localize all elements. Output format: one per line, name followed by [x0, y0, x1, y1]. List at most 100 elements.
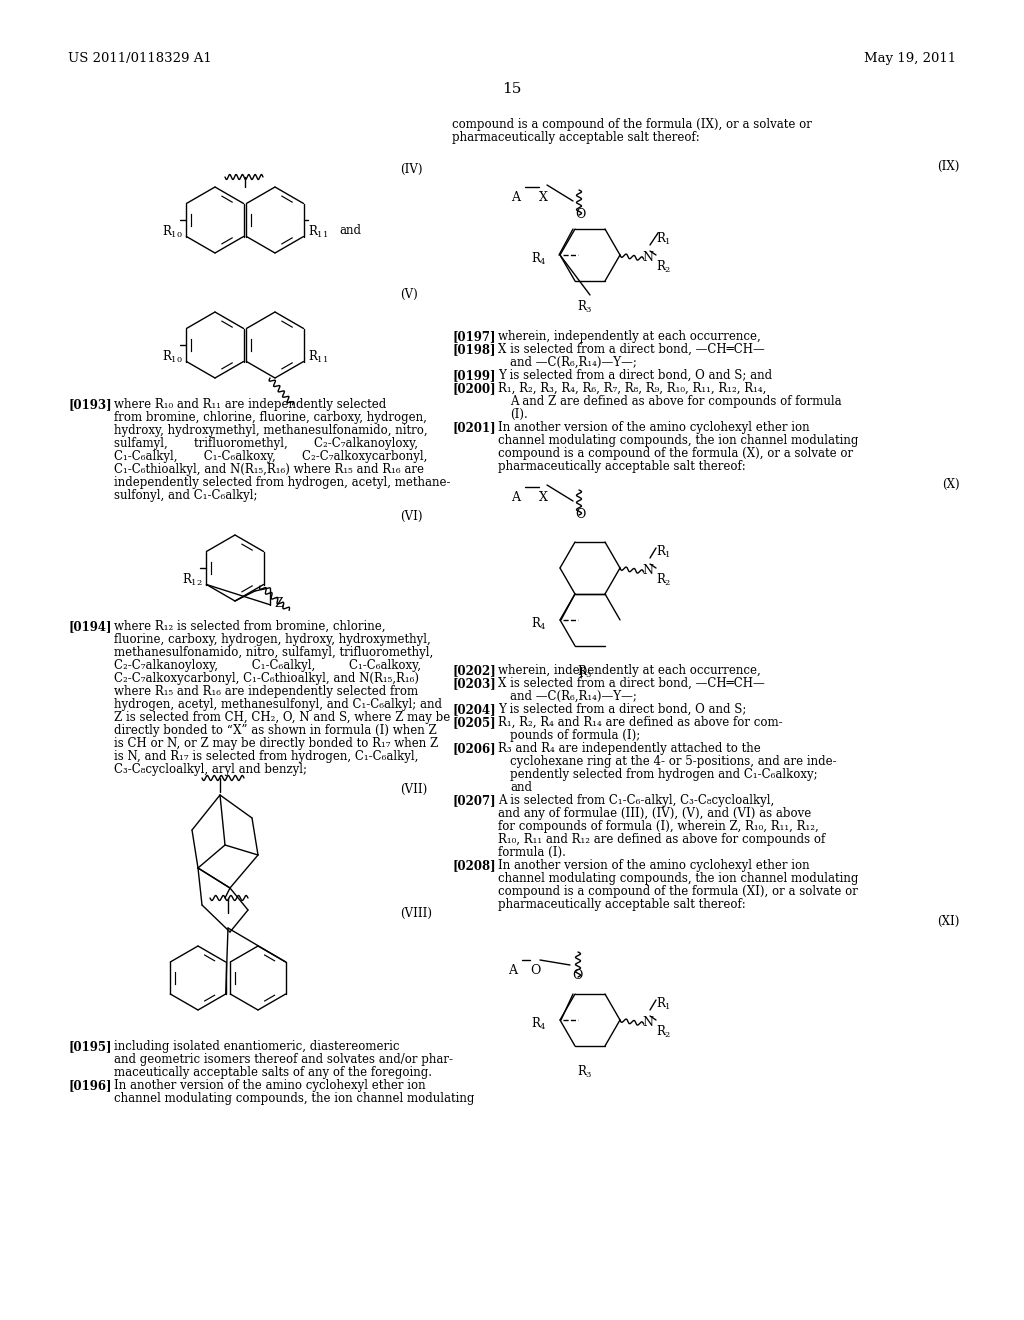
Text: pendently selected from hydrogen and C₁-C₆alkoxy;: pendently selected from hydrogen and C₁-… — [510, 768, 817, 781]
Text: formula (I).: formula (I). — [498, 846, 566, 859]
Text: $\mathregular{R_2}$: $\mathregular{R_2}$ — [656, 259, 672, 275]
Text: X: X — [539, 191, 548, 205]
Text: A and Z are defined as above for compounds of formula: A and Z are defined as above for compoun… — [510, 395, 842, 408]
Text: $\mathregular{R_{10}}$: $\mathregular{R_{10}}$ — [162, 348, 182, 366]
Text: and: and — [340, 224, 361, 238]
Text: C₃-C₈cycloalkyl, aryl and benzyl;: C₃-C₈cycloalkyl, aryl and benzyl; — [114, 763, 307, 776]
Text: fluorine, carboxy, hydrogen, hydroxy, hydroxymethyl,: fluorine, carboxy, hydrogen, hydroxy, hy… — [114, 634, 431, 645]
Text: where R₁₂ is selected from bromine, chlorine,: where R₁₂ is selected from bromine, chlo… — [114, 620, 385, 634]
Text: $\mathregular{R_3}$: $\mathregular{R_3}$ — [578, 300, 593, 315]
Text: $\mathregular{R_1}$: $\mathregular{R_1}$ — [656, 231, 671, 247]
Text: Z is selected from CH, CH₂, O, N and S, where Z may be: Z is selected from CH, CH₂, O, N and S, … — [114, 711, 451, 723]
Text: $\mathregular{R_2}$: $\mathregular{R_2}$ — [656, 1024, 672, 1040]
Text: [0195]: [0195] — [68, 1040, 112, 1053]
Text: [0202]: [0202] — [452, 664, 496, 677]
Text: and —C(R₆,R₁₄)—Y—;: and —C(R₆,R₁₄)—Y—; — [510, 690, 637, 704]
Text: Y is selected from a direct bond, O and S; and: Y is selected from a direct bond, O and … — [498, 370, 772, 381]
Text: sulfonyl, and C₁-C₆alkyl;: sulfonyl, and C₁-C₆alkyl; — [114, 488, 257, 502]
Text: In another version of the amino cyclohexyl ether ion: In another version of the amino cyclohex… — [498, 859, 810, 873]
Text: and any of formulae (III), (IV), (V), and (VI) as above: and any of formulae (III), (IV), (V), an… — [498, 807, 811, 820]
Text: [0198]: [0198] — [452, 343, 496, 356]
Text: (I).: (I). — [510, 408, 527, 421]
Text: (V): (V) — [400, 288, 418, 301]
Text: $\mathregular{R_3}$: $\mathregular{R_3}$ — [578, 664, 593, 680]
Text: O: O — [572, 969, 583, 982]
Text: directly bonded to “X” as shown in formula (I) when Z: directly bonded to “X” as shown in formu… — [114, 723, 437, 737]
Text: sulfamyl,       trifluoromethyl,       C₂-C₇alkanoyloxy,: sulfamyl, trifluoromethyl, C₂-C₇alkanoyl… — [114, 437, 418, 450]
Text: channel modulating compounds, the ion channel modulating: channel modulating compounds, the ion ch… — [114, 1092, 474, 1105]
Text: compound is a compound of the formula (X), or a solvate or: compound is a compound of the formula (X… — [498, 447, 853, 459]
Text: US 2011/0118329 A1: US 2011/0118329 A1 — [68, 51, 212, 65]
Text: $\mathregular{R_{10}}$: $\mathregular{R_{10}}$ — [162, 224, 182, 240]
Text: R₁, R₂, R₃, R₄, R₆, R₇, R₈, R₉, R₁₀, R₁₁, R₁₂, R₁₄,: R₁, R₂, R₃, R₄, R₆, R₇, R₈, R₉, R₁₀, R₁₁… — [498, 381, 766, 395]
Text: pharmaceutically acceptable salt thereof:: pharmaceutically acceptable salt thereof… — [498, 898, 745, 911]
Text: hydrogen, acetyl, methanesulfonyl, and C₁-C₆alkyl; and: hydrogen, acetyl, methanesulfonyl, and C… — [114, 698, 442, 711]
Text: [0204]: [0204] — [452, 704, 496, 715]
Text: $\mathregular{R_1}$: $\mathregular{R_1}$ — [656, 997, 671, 1012]
Text: pounds of formula (I);: pounds of formula (I); — [510, 729, 640, 742]
Text: [0203]: [0203] — [452, 677, 496, 690]
Text: 15: 15 — [503, 82, 521, 96]
Text: R₁, R₂, R₄ and R₁₄ are defined as above for com-: R₁, R₂, R₄ and R₁₄ are defined as above … — [498, 715, 782, 729]
Text: from bromine, chlorine, fluorine, carboxy, hydrogen,: from bromine, chlorine, fluorine, carbox… — [114, 411, 427, 424]
Text: and geometric isomers thereof and solvates and/or phar-: and geometric isomers thereof and solvat… — [114, 1053, 453, 1067]
Text: N: N — [642, 564, 653, 577]
Text: Y is selected from a direct bond, O and S;: Y is selected from a direct bond, O and … — [498, 704, 746, 715]
Text: maceutically acceptable salts of any of the foregoing.: maceutically acceptable salts of any of … — [114, 1067, 432, 1078]
Text: C₂-C₇alkanoyloxy,         C₁-C₆alkyl,         C₁-C₆alkoxy,: C₂-C₇alkanoyloxy, C₁-C₆alkyl, C₁-C₆alkox… — [114, 659, 421, 672]
Text: [0197]: [0197] — [452, 330, 496, 343]
Text: R₁₀, R₁₁ and R₁₂ are defined as above for compounds of: R₁₀, R₁₁ and R₁₂ are defined as above fo… — [498, 833, 825, 846]
Text: A: A — [511, 191, 520, 205]
Text: N: N — [642, 1016, 653, 1030]
Text: (VI): (VI) — [400, 510, 423, 523]
Text: for compounds of formula (I), wherein Z, R₁₀, R₁₁, R₁₂,: for compounds of formula (I), wherein Z,… — [498, 820, 819, 833]
Text: (IV): (IV) — [400, 162, 423, 176]
Text: $\mathregular{R_1}$: $\mathregular{R_1}$ — [656, 544, 671, 560]
Text: and: and — [510, 781, 532, 795]
Text: is N, and R₁₇ is selected from hydrogen, C₁-C₆alkyl,: is N, and R₁₇ is selected from hydrogen,… — [114, 750, 419, 763]
Text: (VIII): (VIII) — [400, 907, 432, 920]
Text: pharmaceutically acceptable salt thereof:: pharmaceutically acceptable salt thereof… — [498, 459, 745, 473]
Text: $\mathregular{R_3}$: $\mathregular{R_3}$ — [578, 1064, 593, 1080]
Text: including isolated enantiomeric, diastereomeric: including isolated enantiomeric, diaster… — [114, 1040, 399, 1053]
Text: where R₁₅ and R₁₆ are independently selected from: where R₁₅ and R₁₆ are independently sele… — [114, 685, 418, 698]
Text: [0196]: [0196] — [68, 1078, 112, 1092]
Text: [0201]: [0201] — [452, 421, 496, 434]
Text: C₂-C₇alkoxycarbonyl, C₁-C₆thioalkyl, and N(R₁₅,R₁₆): C₂-C₇alkoxycarbonyl, C₁-C₆thioalkyl, and… — [114, 672, 419, 685]
Text: hydroxy, hydroxymethyl, methanesulfonamido, nitro,: hydroxy, hydroxymethyl, methanesulfonami… — [114, 424, 428, 437]
Text: May 19, 2011: May 19, 2011 — [864, 51, 956, 65]
Text: A is selected from C₁-C₆-alkyl, C₃-C₈cycloalkyl,: A is selected from C₁-C₆-alkyl, C₃-C₈cyc… — [498, 795, 774, 807]
Text: and —C(R₆,R₁₄)—Y—;: and —C(R₆,R₁₄)—Y—; — [510, 356, 637, 370]
Text: pharmaceutically acceptable salt thereof:: pharmaceutically acceptable salt thereof… — [452, 131, 699, 144]
Text: is CH or N, or Z may be directly bonded to R₁₇ when Z: is CH or N, or Z may be directly bonded … — [114, 737, 438, 750]
Text: [0206]: [0206] — [452, 742, 496, 755]
Text: $\mathregular{R_4}$: $\mathregular{R_4}$ — [531, 616, 547, 632]
Text: [0208]: [0208] — [452, 859, 496, 873]
Text: [0193]: [0193] — [68, 399, 112, 411]
Text: wherein, independently at each occurrence,: wherein, independently at each occurrenc… — [498, 330, 761, 343]
Text: compound is a compound of the formula (IX), or a solvate or: compound is a compound of the formula (I… — [452, 117, 812, 131]
Text: C₁-C₆thioalkyl, and N(R₁₅,R₁₆) where R₁₅ and R₁₆ are: C₁-C₆thioalkyl, and N(R₁₅,R₁₆) where R₁₅… — [114, 463, 424, 477]
Text: [0194]: [0194] — [68, 620, 112, 634]
Text: C₁-C₆alkyl,       C₁-C₆alkoxy,       C₂-C₇alkoxycarbonyl,: C₁-C₆alkyl, C₁-C₆alkoxy, C₂-C₇alkoxycarb… — [114, 450, 427, 463]
Text: (X): (X) — [942, 478, 961, 491]
Text: methanesulfonamido, nitro, sulfamyl, trifluoromethyl,: methanesulfonamido, nitro, sulfamyl, tri… — [114, 645, 433, 659]
Text: cyclohexane ring at the 4- or 5-positions, and are inde-: cyclohexane ring at the 4- or 5-position… — [510, 755, 837, 768]
Text: where R₁₀ and R₁₁ are independently selected: where R₁₀ and R₁₁ are independently sele… — [114, 399, 386, 411]
Text: $\mathregular{R_{11}}$: $\mathregular{R_{11}}$ — [307, 348, 328, 366]
Text: channel modulating compounds, the ion channel modulating: channel modulating compounds, the ion ch… — [498, 434, 858, 447]
Text: In another version of the amino cyclohexyl ether ion: In another version of the amino cyclohex… — [498, 421, 810, 434]
Text: N: N — [642, 251, 653, 264]
Text: R₃ and R₄ are independently attached to the: R₃ and R₄ are independently attached to … — [498, 742, 761, 755]
Text: $\mathregular{R_4}$: $\mathregular{R_4}$ — [531, 1016, 547, 1032]
Text: (IX): (IX) — [938, 160, 961, 173]
Text: [0200]: [0200] — [452, 381, 496, 395]
Text: O: O — [530, 964, 541, 977]
Text: In another version of the amino cyclohexyl ether ion: In another version of the amino cyclohex… — [114, 1078, 426, 1092]
Text: [0205]: [0205] — [452, 715, 496, 729]
Text: $\mathregular{R_4}$: $\mathregular{R_4}$ — [531, 251, 547, 267]
Text: X is selected from a direct bond, —CH═CH—: X is selected from a direct bond, —CH═CH… — [498, 677, 765, 690]
Text: $\mathregular{R_{12}}$: $\mathregular{R_{12}}$ — [182, 572, 203, 589]
Text: [0207]: [0207] — [452, 795, 496, 807]
Text: independently selected from hydrogen, acetyl, methane-: independently selected from hydrogen, ac… — [114, 477, 451, 488]
